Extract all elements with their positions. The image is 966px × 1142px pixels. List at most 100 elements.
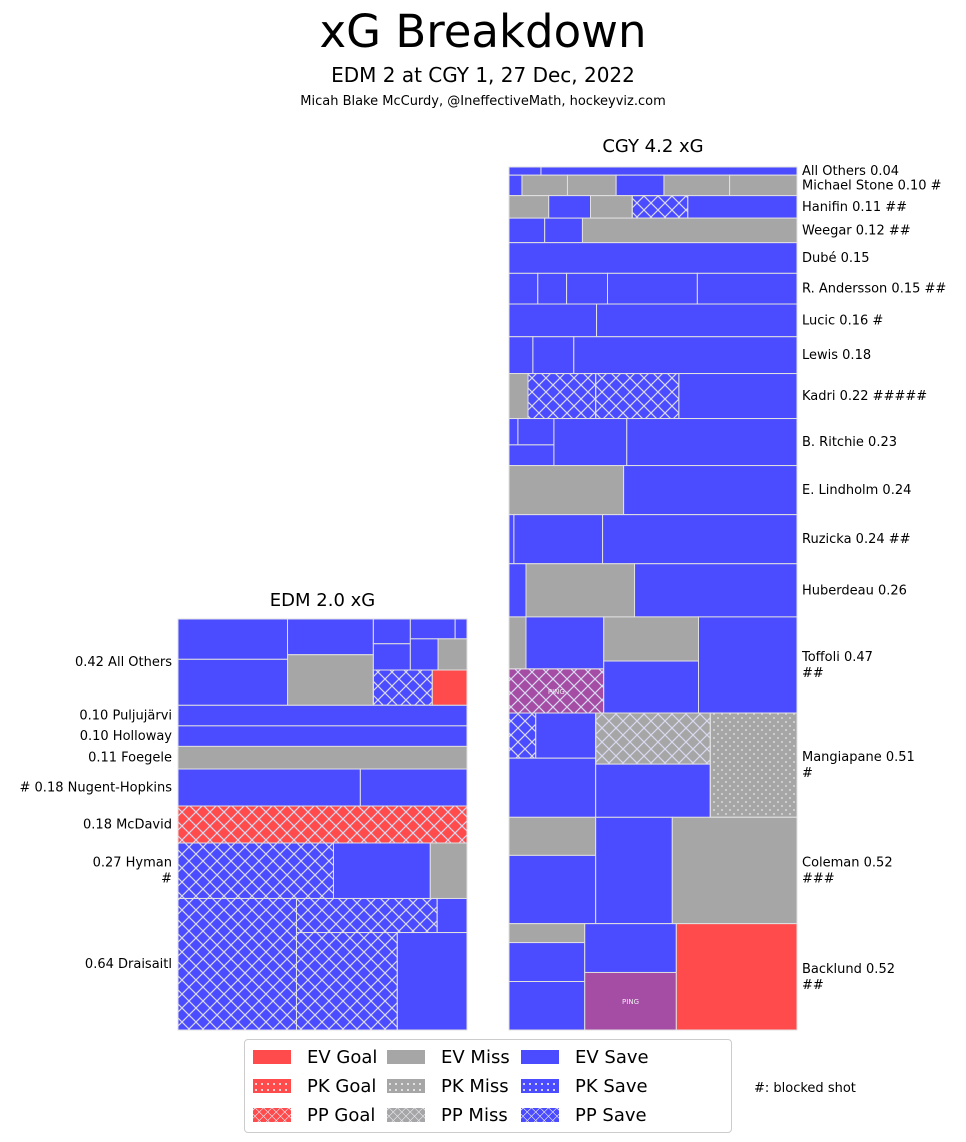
shot-rect [431, 669, 468, 706]
legend-label: EV Goal [307, 1046, 378, 1068]
legend-label: PP Goal [307, 1104, 376, 1126]
player-label: R. Andersson 0.15 ## [802, 282, 946, 297]
shot-rect [508, 444, 555, 467]
player-row: PING Toffoli 0.47## [508, 616, 873, 714]
player-label: Lucic 0.16 # [802, 313, 883, 328]
shot-rect [508, 418, 519, 446]
shot-rect [615, 174, 665, 197]
shot-rect [535, 712, 597, 759]
shot-rect [626, 418, 798, 467]
shot-rect [573, 336, 798, 375]
legend-label: PP Miss [441, 1104, 508, 1126]
player-row: Huberdeau 0.26 [508, 563, 907, 618]
player-label: Mangiapane 0.51 [802, 750, 915, 765]
shot-rect [396, 932, 468, 1031]
legend-swatch [521, 1108, 559, 1122]
legend-swatch [387, 1050, 425, 1064]
shot-rect [603, 616, 700, 662]
shot-annotation: PING [548, 688, 565, 696]
shot-rect [537, 272, 568, 305]
shot-rect [429, 842, 468, 899]
shot-rect [525, 563, 636, 618]
edm-panel: 0.42 All Others 0.10 Puljujärvi 0.10 Hollo… [20, 618, 468, 1031]
legend: EV Goal PK Goal PP Goal EV Miss PK Miss PP Mi… [244, 1039, 732, 1133]
shot-rect [553, 418, 628, 467]
chart-title: xG Breakdown [319, 5, 647, 58]
shot-rect [409, 638, 439, 671]
player-row: 0.18 McDavid [83, 805, 468, 844]
shot-rect [177, 768, 361, 807]
legend-label: PP Save [575, 1104, 647, 1126]
shot-annotation: PING [622, 998, 639, 1006]
legend-label: EV Miss [441, 1046, 510, 1068]
player-label: 0.10 Puljujärvi [79, 709, 172, 724]
legend-swatch [521, 1050, 559, 1064]
shot-rect [508, 942, 586, 983]
legend-label: EV Save [575, 1046, 649, 1068]
shot-rect [508, 217, 546, 244]
legend-item: PP Save [521, 1102, 647, 1128]
shot-rect [177, 745, 468, 770]
player-row: Weegar 0.12 ## [508, 217, 911, 244]
shot-rect [508, 816, 597, 856]
player-label: Kadri 0.22 ##### [802, 389, 927, 404]
credit-line: Micah Blake McCurdy, @IneffectiveMath, h… [300, 94, 666, 109]
player-row: Dubé 0.15 [508, 242, 870, 274]
player-label: B. Ritchie 0.23 [802, 435, 897, 450]
game-subtitle: EDM 2 at CGY 1, 27 Dec, 2022 [331, 63, 635, 87]
pp-hatch [595, 712, 711, 765]
shot-rect [508, 242, 798, 274]
pk-dots [709, 712, 798, 818]
shot-rect [372, 643, 411, 671]
shot-rect [508, 854, 597, 925]
pp-hatch [527, 373, 597, 420]
shot-rect [525, 616, 605, 670]
shot-rect [508, 757, 597, 818]
shot-rect [584, 971, 677, 1031]
pp-hatch [631, 195, 689, 219]
legend-swatch [387, 1079, 425, 1093]
shot-rect [584, 923, 677, 973]
player-row: Michael Stone 0.10 # [508, 174, 942, 197]
player-row: Coleman 0.52### [508, 816, 893, 925]
player-row: Lewis 0.18 [508, 336, 871, 375]
player-row: 0.10 Puljujärvi [79, 704, 468, 727]
shot-rect [544, 217, 583, 244]
shot-rect [287, 654, 374, 706]
player-row: Ruzicka 0.24 ## [508, 514, 911, 565]
player-label: Backlund 0.52 [802, 962, 895, 977]
legend-swatch [387, 1108, 425, 1122]
shot-rect [517, 418, 555, 446]
shot-rect [595, 816, 673, 925]
player-row: PING Backlund 0.52## [508, 923, 895, 1031]
legend-item: PK Save [521, 1073, 648, 1099]
pp-hatch [508, 668, 605, 714]
player-label: 0.64 Draisaitl [85, 957, 172, 972]
legend-swatch [521, 1079, 559, 1093]
shot-rect [508, 174, 523, 197]
shot-rect [663, 174, 731, 197]
shot-rect [595, 763, 711, 818]
player-row: 0.64 Draisaitl [85, 897, 468, 1031]
shot-rect [508, 923, 586, 944]
legend-swatch [253, 1079, 291, 1093]
legend-label: PK Miss [441, 1075, 509, 1097]
shot-rect [596, 303, 798, 338]
player-label: 0.10 Holloway [80, 729, 173, 744]
legend-item: EV Goal [253, 1044, 377, 1070]
player-label: 0.27 Hyman [93, 856, 172, 871]
legend-swatch [253, 1050, 291, 1064]
player-label: Hanifin 0.11 ## [802, 200, 907, 215]
shot-rect [508, 616, 527, 670]
player-label: Ruzicka 0.24 ## [802, 532, 911, 547]
player-row: Hanifin 0.11 ## [508, 195, 907, 219]
player-label: All Others 0.04 [802, 164, 899, 179]
shot-rect [678, 373, 798, 420]
shot-rect [698, 616, 798, 714]
player-row: All Others 0.04 [508, 164, 899, 179]
shot-rect [508, 195, 550, 219]
shot-rect [623, 465, 798, 516]
shot-rect [729, 174, 798, 197]
shot-rect [508, 514, 515, 565]
